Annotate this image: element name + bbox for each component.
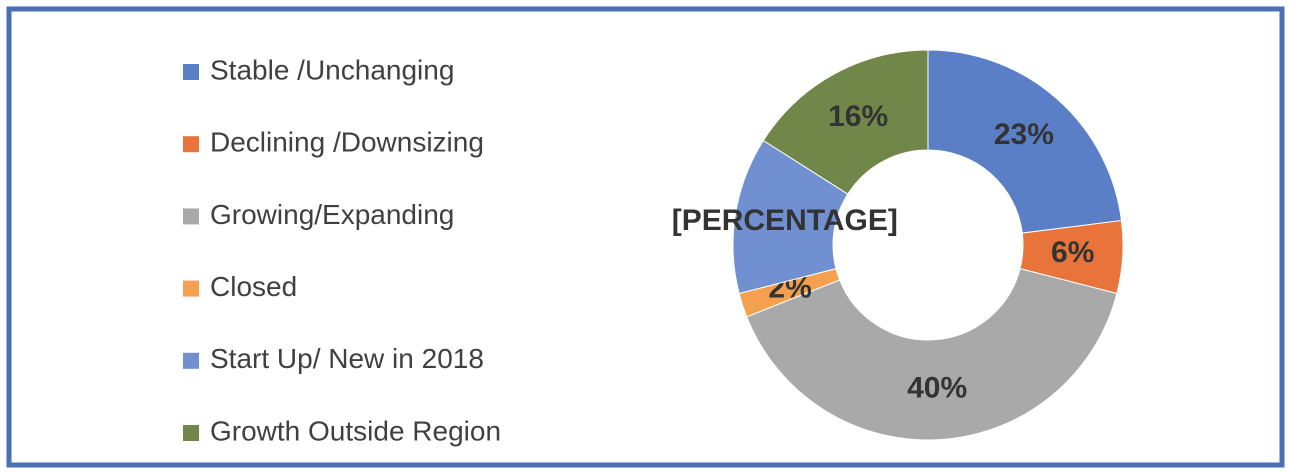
legend-swatch	[183, 136, 199, 153]
legend-label: Stable /Unchanging	[210, 54, 454, 85]
data-label: 6%	[1051, 236, 1094, 269]
data-label: 16%	[828, 100, 888, 133]
donut-segment	[762, 49, 929, 195]
legend-swatch	[183, 425, 199, 441]
data-label: 40%	[907, 372, 967, 405]
legend-swatch	[183, 64, 199, 80]
legend-swatch	[183, 208, 199, 225]
legend-label: Declining /Downsizing	[210, 127, 484, 158]
legend-swatch	[183, 352, 199, 369]
data-label: [PERCENTAGE]	[672, 204, 898, 237]
legend-label: Growing/Expanding	[210, 199, 454, 230]
legend-label: Closed	[210, 271, 297, 302]
legend-label: Start Up/ New in 2018	[210, 343, 484, 374]
legend-swatch	[183, 280, 199, 297]
data-label: 23%	[994, 118, 1054, 151]
legend-label: Growth Outside Region	[210, 415, 501, 446]
donut-segment	[746, 268, 1118, 441]
donut-segment	[927, 49, 1123, 234]
